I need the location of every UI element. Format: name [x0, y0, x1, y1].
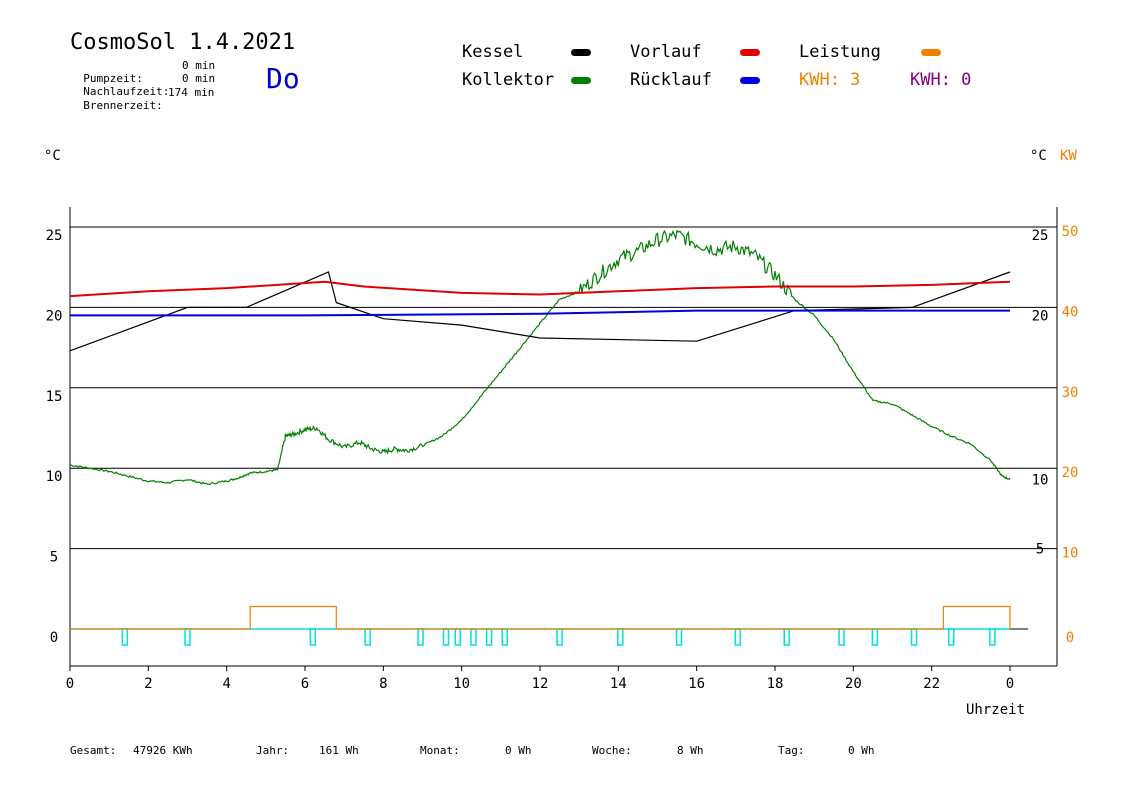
y-left-tick-label: 0: [50, 630, 58, 646]
chart-title: CosmoSol 1.4.2021: [70, 30, 296, 55]
footer-tag-value: 0 Wh: [848, 744, 875, 757]
right-axis-unit-celsius: °C: [1030, 148, 1047, 164]
legend-kessel-swatch: [571, 49, 591, 56]
pump-pulse: [184, 628, 191, 646]
x-tick-label: 18: [767, 676, 784, 692]
y-left-tick-label: 15: [46, 389, 63, 405]
footer-monat-value: 0 Wh: [505, 744, 532, 757]
x-tick-label: 0: [1006, 676, 1014, 692]
legend-vorlauf-swatch: [740, 49, 760, 56]
pump-pulse: [734, 628, 742, 646]
left-axis-unit: °C: [44, 148, 61, 164]
right-axis-unit-kw: KW: [1060, 148, 1077, 164]
x-axis-label: Uhrzeit: [966, 702, 1026, 718]
y-left-tick-label: 20: [46, 308, 63, 324]
legend-leistung-label: Leistung: [799, 42, 881, 62]
stat-label: Nachlaufzeit:: [83, 85, 170, 98]
legend-ruecklauf-swatch: [740, 77, 760, 84]
chart-series: [69, 229, 1028, 646]
pump-pulse: [454, 628, 461, 646]
pump-pulse: [675, 628, 683, 646]
legend-kessel-label: Kessel: [462, 42, 524, 62]
legend-kwh-solar: KWH: 3: [799, 70, 861, 90]
pump-pulse: [838, 628, 845, 646]
y-right-celsius-tick-label: 20: [1032, 308, 1049, 324]
series-line-ruecklauf: [70, 309, 1010, 317]
legend-kollektor-label: Kollektor: [462, 70, 555, 90]
y-left-tick-label: 5: [50, 550, 58, 566]
y-right-kw-tick-label: 40: [1062, 304, 1079, 320]
pump-pulse: [989, 628, 996, 646]
footer-gesamt-value: 47926 KWh: [133, 744, 193, 757]
pump-pulse: [501, 628, 508, 646]
pump-pulse: [948, 628, 955, 646]
series-line-leistung: [70, 605, 1011, 630]
footer-tag-label: Tag:: [778, 744, 805, 757]
pump-pulse: [485, 628, 493, 646]
legend-leistung-swatch: [921, 49, 941, 56]
legend-kwh-burner: KWH: 0: [910, 70, 972, 90]
legend-kollektor-swatch: [571, 77, 591, 84]
pump-pulse: [309, 628, 317, 646]
stat-label: Brennerzeit:: [83, 99, 163, 112]
footer-jahr-value: 161 Wh: [319, 744, 359, 757]
footer-woche-label: Woche:: [592, 744, 632, 757]
stat-row-pumpzeit: Pumpzeit: 0 min: [70, 59, 215, 98]
x-tick-label: 16: [688, 676, 705, 692]
tick-labels: 0 2 4 6 8 10 12 14 16 18 20 22 0 0 5 10 15 20 25 5 10 20 25 0 10…: [46, 224, 1079, 692]
stat-row-brennerzeit: Brennerzeit: 174 min: [70, 86, 214, 125]
y-right-kw-tick-label: 10: [1062, 546, 1079, 562]
pump-pulse: [417, 628, 424, 646]
footer-woche-value: 8 Wh: [677, 744, 704, 757]
footer-monat-label: Monat:: [420, 744, 460, 757]
x-tick-label: 4: [222, 676, 230, 692]
y-right-kw-tick-label: 20: [1062, 465, 1079, 481]
x-tick-label: 0: [66, 676, 74, 692]
x-tick-label: 10: [453, 676, 470, 692]
y-right-celsius-tick-label: 25: [1032, 228, 1049, 244]
x-tick-label: 2: [144, 676, 152, 692]
grid-lines: [70, 226, 1057, 550]
y-right-celsius-tick-label: 10: [1032, 472, 1049, 488]
legend-ruecklauf-label: Rücklauf: [630, 70, 712, 90]
pump-pulse: [121, 628, 129, 646]
pump-pulse: [617, 628, 624, 646]
footer-gesamt-label: Gesamt:: [70, 744, 117, 757]
pump-pulse: [871, 628, 879, 646]
pump-pulse: [442, 628, 450, 646]
weekday-label: Do: [266, 62, 300, 95]
stat-value: 0 min: [182, 59, 216, 72]
y-right-kw-tick-label: 30: [1062, 385, 1079, 401]
y-right-kw-tick-label: 50: [1062, 224, 1079, 240]
y-right-celsius-tick-label: 5: [1036, 542, 1044, 558]
pump-pulse: [783, 628, 790, 646]
pump-pulse: [556, 628, 563, 646]
y-right-kw-tick-label: 0: [1066, 630, 1074, 646]
stat-value: 174 min: [168, 86, 215, 99]
y-left-tick-label: 10: [46, 469, 63, 485]
series-line-vorlauf: [69, 280, 1011, 298]
chart-axes: [69, 207, 1058, 671]
x-tick-label: 22: [923, 676, 940, 692]
stat-label: Pumpzeit:: [83, 72, 143, 85]
legend-vorlauf-label: Vorlauf: [630, 42, 702, 62]
series-line-kollektor: [69, 229, 1011, 486]
x-tick-label: 8: [379, 676, 387, 692]
pump-pulse: [470, 628, 477, 646]
pump-pulse: [910, 628, 918, 646]
stat-value: 0 min: [182, 72, 216, 85]
footer-jahr-label: Jahr:: [256, 744, 290, 757]
pump-pulse: [364, 628, 371, 646]
x-tick-label: 12: [532, 676, 549, 692]
x-tick-label: 6: [301, 676, 309, 692]
y-left-tick-label: 25: [46, 228, 63, 244]
stat-row-nachlaufzeit: Nachlaufzeit: 0 min: [70, 72, 215, 111]
x-tick-label: 20: [845, 676, 862, 692]
x-tick-label: 14: [610, 676, 627, 692]
